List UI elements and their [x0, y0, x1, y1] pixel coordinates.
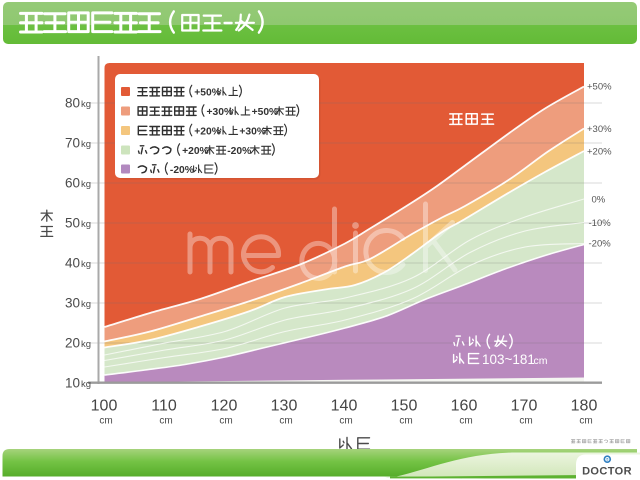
svg-text:kg: kg [81, 179, 91, 190]
svg-text:130: 130 [271, 398, 298, 415]
svg-text:cm: cm [219, 416, 232, 427]
svg-text:+50%: +50% [194, 87, 221, 98]
svg-text:cm: cm [99, 416, 112, 427]
svg-text:kg: kg [81, 99, 91, 110]
svg-text:+30%: +30% [207, 107, 234, 118]
svg-text:+20%: +20% [182, 146, 209, 157]
svg-text:50: 50 [65, 216, 80, 231]
svg-text:+50%: +50% [587, 82, 612, 93]
svg-text:cm: cm [579, 416, 592, 427]
svg-text:-20%: -20% [170, 165, 194, 176]
svg-text:60: 60 [65, 176, 80, 191]
svg-text:140: 140 [331, 398, 358, 415]
svg-text:cm: cm [339, 416, 352, 427]
svg-text:cm: cm [459, 416, 472, 427]
svg-text:+50%: +50% [252, 107, 279, 118]
svg-text:180: 180 [571, 398, 598, 415]
svg-text:103~181: 103~181 [482, 352, 535, 367]
svg-text:160: 160 [451, 398, 478, 415]
svg-text:kg: kg [81, 139, 91, 150]
svg-text:150: 150 [391, 398, 418, 415]
svg-text:-20%: -20% [589, 239, 612, 250]
svg-text:+30%: +30% [239, 126, 266, 137]
svg-text:100: 100 [91, 398, 118, 415]
svg-text:+20%: +20% [194, 126, 221, 137]
svg-text:+30%: +30% [587, 124, 612, 135]
svg-text:+20%: +20% [587, 147, 612, 158]
svg-text:10: 10 [65, 376, 80, 391]
svg-text:cm: cm [279, 416, 292, 427]
svg-text:110: 110 [151, 398, 177, 415]
svg-text:cm: cm [159, 416, 172, 427]
svg-text:120: 120 [211, 398, 238, 415]
svg-text:DOCTOR: DOCTOR [582, 466, 632, 478]
svg-text:kg: kg [81, 339, 91, 350]
svg-text:cm: cm [399, 416, 412, 427]
svg-text:70: 70 [65, 136, 80, 151]
svg-text:cm: cm [534, 355, 548, 367]
svg-text:kg: kg [81, 379, 91, 390]
svg-text:20: 20 [65, 336, 80, 351]
svg-text:170: 170 [511, 398, 538, 415]
svg-text:kg: kg [81, 259, 91, 270]
svg-text:80: 80 [65, 96, 80, 111]
svg-text:40: 40 [65, 256, 80, 271]
svg-text:-20%: -20% [227, 146, 251, 157]
svg-text:cm: cm [519, 416, 532, 427]
svg-text:kg: kg [81, 219, 91, 230]
svg-text:30: 30 [65, 296, 80, 311]
svg-text:0%: 0% [592, 195, 606, 206]
svg-text:kg: kg [81, 299, 91, 310]
svg-text:-10%: -10% [589, 218, 612, 229]
